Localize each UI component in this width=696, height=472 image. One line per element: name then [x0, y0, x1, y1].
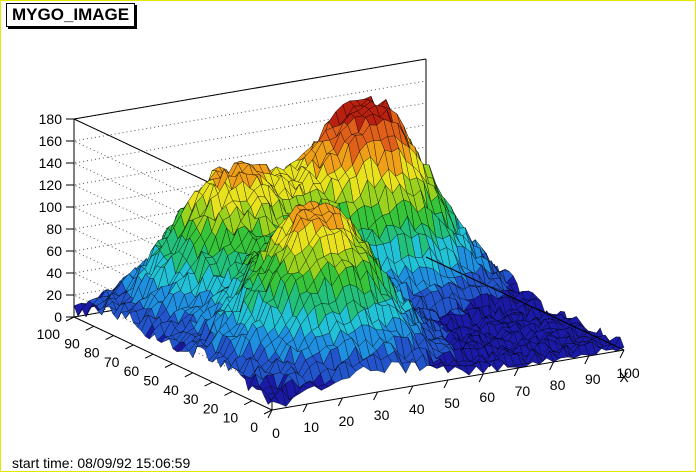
x-axis-title: X — [619, 369, 629, 385]
z-tick-label: 20 — [46, 287, 62, 303]
y-tick-mark — [144, 353, 154, 359]
y-tick-mark — [125, 344, 134, 350]
z-tick-label: 140 — [39, 155, 63, 171]
x-tick-label: 10 — [303, 419, 319, 435]
z-tick-label: 180 — [39, 111, 63, 127]
y-tick-mark — [164, 363, 174, 368]
x-tick-mark — [584, 355, 590, 365]
z-tick-label: 100 — [39, 199, 63, 215]
x-tick-label: 90 — [585, 371, 601, 387]
y-tick-mark — [105, 335, 114, 341]
x-tick-mark — [549, 361, 555, 371]
y-tick-label: 0 — [250, 419, 258, 435]
z-tick-label: 0 — [54, 309, 62, 325]
x-tick-label: 0 — [272, 425, 280, 441]
x-tick-mark — [478, 373, 484, 383]
y-tick-label: 40 — [163, 382, 179, 398]
y-tick-mark — [263, 409, 273, 415]
y-tick-mark — [204, 381, 213, 387]
y-tick-mark — [85, 325, 95, 331]
y-tick-label: 60 — [124, 363, 140, 379]
x-tick-label: 70 — [515, 383, 531, 399]
z-tick-label: 160 — [39, 133, 63, 149]
y-tick-label: 100 — [37, 326, 61, 342]
y-tick-label: 20 — [203, 400, 219, 416]
z-tick-label: 120 — [39, 177, 63, 193]
x-tick-mark — [302, 403, 308, 413]
y-tick-label: 70 — [104, 354, 120, 370]
z-tick-label: 40 — [46, 265, 62, 281]
y-tick-label: 80 — [84, 345, 100, 361]
y-tick-label: 30 — [183, 391, 199, 407]
x-tick-mark — [619, 349, 625, 359]
y-tick-mark — [184, 372, 194, 378]
z-tick-label: 60 — [46, 243, 62, 259]
y-tick-mark — [243, 400, 253, 406]
x-tick-mark — [408, 385, 414, 395]
x-tick-label: 30 — [374, 407, 390, 423]
z-tick-label: 80 — [46, 221, 62, 237]
x-tick-mark — [373, 391, 379, 401]
x-tick-label: 60 — [479, 389, 495, 405]
axis-edge — [425, 256, 625, 351]
y-tick-label: 50 — [143, 373, 159, 389]
x-tick-label: 20 — [339, 413, 355, 429]
surface-mesh — [73, 95, 625, 407]
axis-edge — [73, 58, 427, 120]
x-tick-mark — [513, 367, 519, 377]
x-tick-label: 100 — [616, 365, 640, 381]
x-tick-mark — [337, 397, 343, 407]
x-tick-mark — [443, 379, 449, 389]
y-tick-label: 90 — [64, 335, 80, 351]
x-tick-label: 80 — [550, 377, 566, 393]
x-tick-label: 50 — [444, 395, 460, 411]
start-time-label: start time: 08/09/92 15:06:59 — [12, 455, 191, 471]
y-tick-mark — [224, 390, 233, 396]
chart-title: MYGO_IMAGE — [6, 3, 136, 27]
y-tick-mark — [65, 316, 75, 322]
y-tick-label: 10 — [223, 410, 239, 426]
x-tick-label: 40 — [409, 401, 425, 417]
x-tick-mark — [267, 409, 273, 419]
